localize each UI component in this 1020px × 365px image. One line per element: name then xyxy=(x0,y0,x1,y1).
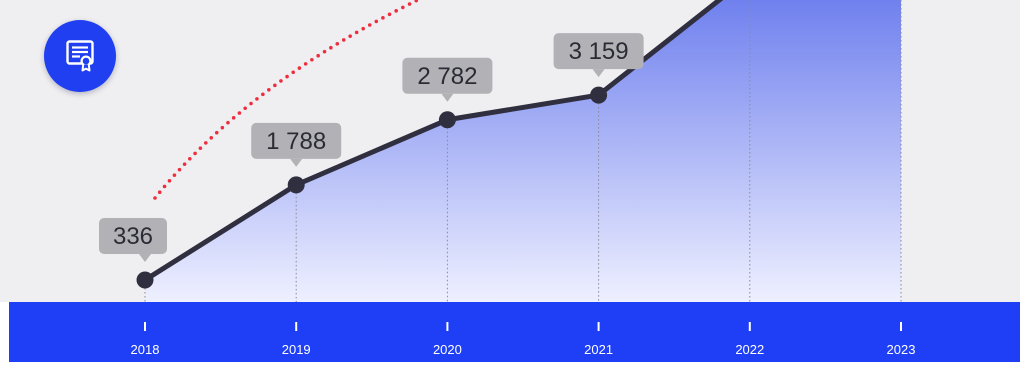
x-tick-label: 2021 xyxy=(584,342,613,357)
value-callout: 336 xyxy=(99,217,167,262)
value-callout: 3 159 xyxy=(553,33,644,78)
x-tick-label: 2019 xyxy=(282,342,311,357)
data-point xyxy=(590,86,608,104)
certificate-badge xyxy=(44,20,116,92)
x-tick-label: 2020 xyxy=(433,342,462,357)
data-point xyxy=(438,111,456,129)
value-label: 2 782 xyxy=(417,63,477,90)
value-callout: 2 782 xyxy=(402,57,493,102)
x-axis-bar xyxy=(9,302,1020,362)
x-tick-label: 2023 xyxy=(887,342,916,357)
x-tick-label: 2022 xyxy=(735,342,764,357)
x-tick-label: 2018 xyxy=(131,342,160,357)
value-label: 1 788 xyxy=(266,128,326,155)
data-point xyxy=(287,176,305,194)
value-callout: 1 788 xyxy=(251,122,342,167)
trend-curve xyxy=(153,0,422,200)
data-point xyxy=(136,271,154,289)
area-fill xyxy=(145,0,901,302)
certificate-icon xyxy=(66,40,94,72)
value-label: 336 xyxy=(113,223,153,250)
value-label: 3 159 xyxy=(569,38,629,65)
